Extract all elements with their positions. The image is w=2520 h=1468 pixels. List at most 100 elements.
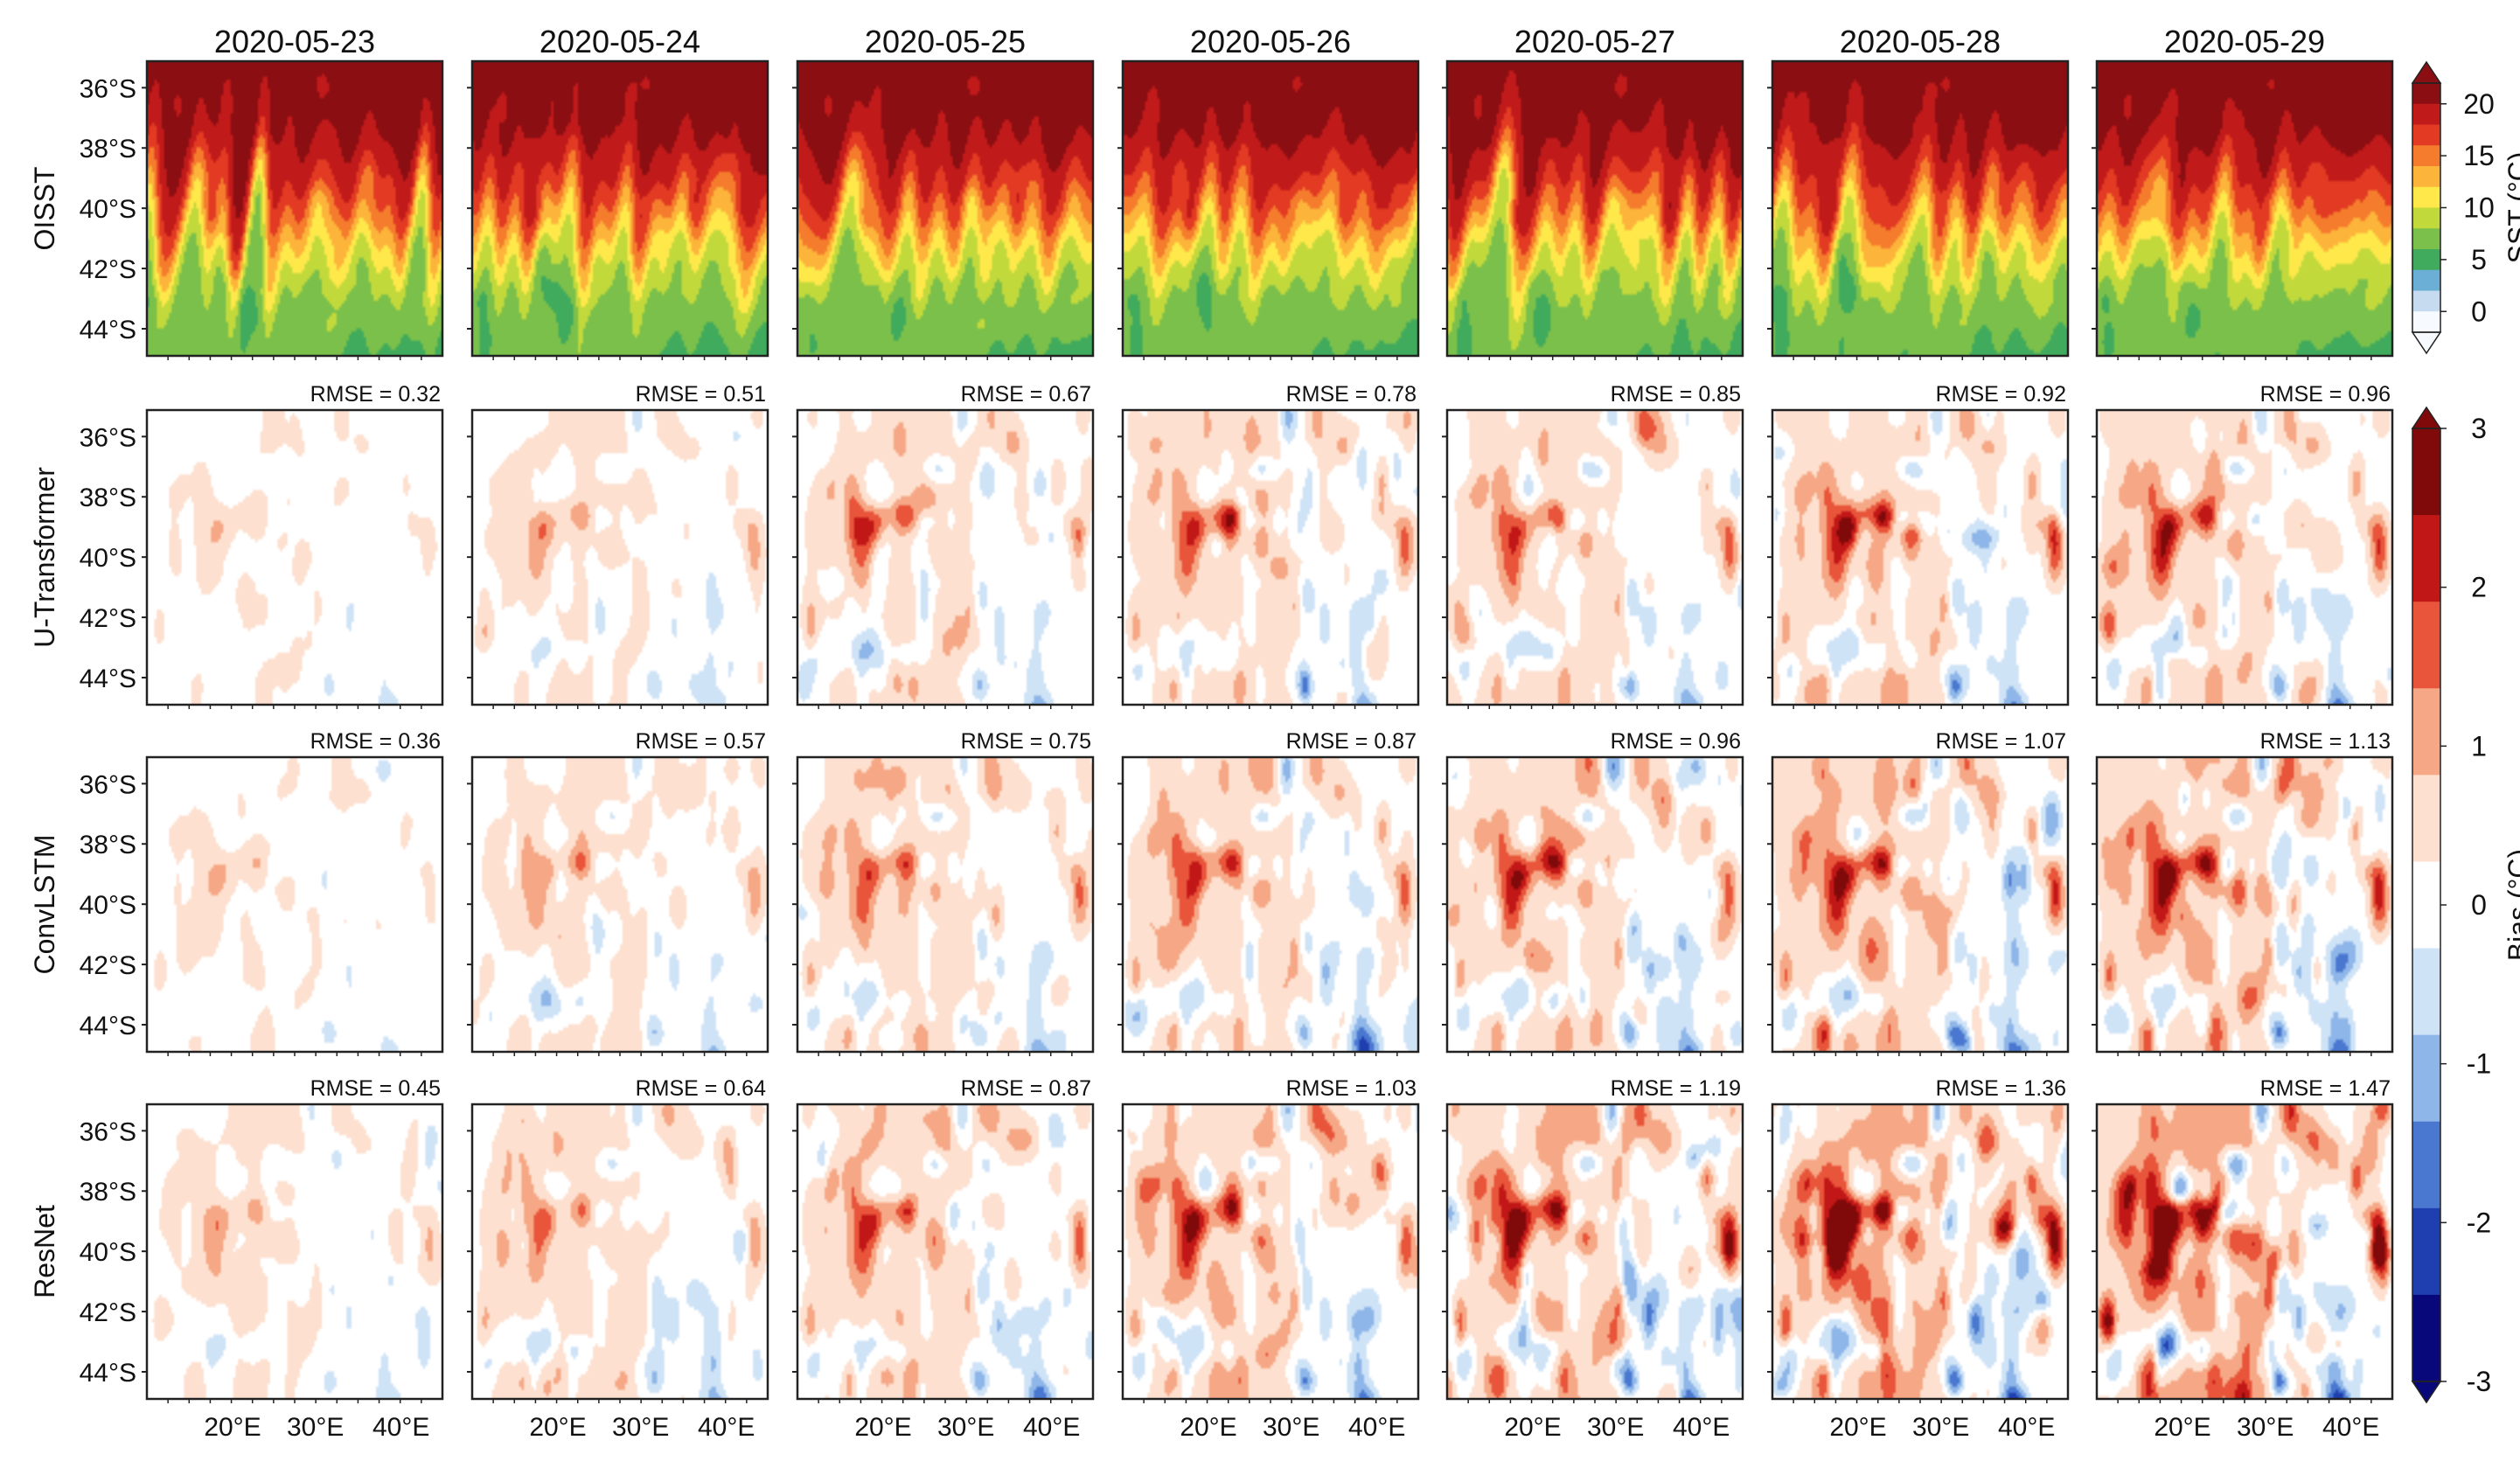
map-panel-oisst-2020-05-24 — [467, 59, 769, 360]
lon-tick-20-E-col6: 20°E — [1829, 1413, 1886, 1442]
date-title-5: 2020-05-27 — [1514, 24, 1675, 59]
date-title-2: 2020-05-24 — [540, 24, 700, 59]
map-panel-convlstm-2020-05-27: RMSE = 0.96 — [1442, 729, 1744, 1056]
lon-tick-40-E-col6: 40°E — [1998, 1413, 2055, 1442]
colorbar-segment — [2412, 228, 2440, 250]
heatmap-image — [147, 410, 442, 705]
map-panel-oisst-2020-05-27 — [1442, 59, 1744, 360]
heatmap-image — [1447, 1104, 1743, 1399]
rmse-label-u-transformer-5: RMSE = 0.85 — [1611, 382, 1741, 407]
colorbar-tick-10: 10 — [2463, 192, 2495, 224]
lon-tick-40-E-col5: 40°E — [1673, 1413, 1730, 1442]
colorbar-tick--3: -3 — [2467, 1366, 2491, 1397]
sst-colorbar-label: SST (°C) — [2503, 152, 2520, 264]
lon-tick-30-E-col2: 30°E — [612, 1413, 669, 1442]
lat-tick-38-S: 38°S — [80, 831, 136, 859]
lon-tick-20-E-col5: 20°E — [1504, 1413, 1561, 1442]
sst-colorbar: 0 5 10 15 20 SST (°C) — [2411, 60, 2520, 355]
heatmap-image — [797, 410, 1093, 705]
heatmap-image — [2097, 757, 2392, 1052]
heatmap-image — [472, 410, 768, 705]
heatmap-image — [2097, 61, 2392, 356]
heatmap-image — [1772, 1104, 2068, 1399]
colorbar-segment — [2412, 688, 2440, 776]
heatmap-image — [1123, 410, 1418, 705]
heatmap-image — [2097, 410, 2392, 705]
map-panel-u-transformer-2020-05-26: RMSE = 0.78 — [1117, 382, 1420, 709]
colorbar-tick-1: 1 — [2471, 730, 2487, 762]
rmse-label-resnet-2: RMSE = 0.64 — [636, 1076, 766, 1101]
lat-tick-38-S: 38°S — [80, 484, 136, 512]
row-label-convlstm: ConvLSTM — [29, 834, 60, 974]
heatmap-image — [147, 757, 442, 1052]
rmse-label-convlstm-2: RMSE = 0.57 — [636, 729, 766, 754]
rmse-label-resnet-3: RMSE = 0.87 — [961, 1076, 1091, 1101]
lat-tick-40-S: 40°S — [80, 195, 136, 224]
lon-tick-30-E-col4: 30°E — [1263, 1413, 1319, 1442]
row-label-oisst: OISST — [29, 166, 60, 250]
heatmap-image — [1772, 410, 2068, 705]
map-panel-u-transformer-2020-05-24: RMSE = 0.51 — [467, 382, 769, 709]
lat-tick-42-S: 42°S — [80, 1298, 136, 1327]
rmse-label-u-transformer-2: RMSE = 0.51 — [636, 382, 766, 407]
map-panel-u-transformer-2020-05-27: RMSE = 0.85 — [1442, 382, 1744, 709]
rmse-label-convlstm-7: RMSE = 1.13 — [2260, 729, 2391, 754]
colorbar-segment — [2412, 83, 2440, 105]
lat-tick-36-S: 36°S — [80, 770, 136, 799]
heatmap-image — [472, 61, 768, 356]
colorbar-segment — [2412, 515, 2440, 602]
heatmap-image — [797, 1104, 1093, 1399]
lat-tick-36-S: 36°S — [80, 1117, 136, 1146]
lon-tick-30-E-col5: 30°E — [1587, 1413, 1644, 1442]
map-panel-convlstm-2020-05-24: RMSE = 0.57 — [467, 729, 769, 1056]
rmse-label-convlstm-5: RMSE = 0.96 — [1611, 729, 1741, 754]
heatmap-image — [472, 757, 768, 1052]
map-panel-resnet-2020-05-24: RMSE = 0.64 — [467, 1076, 769, 1403]
map-panel-u-transformer-2020-05-28: RMSE = 0.92 — [1767, 382, 2070, 709]
lon-tick-20-E-col4: 20°E — [1180, 1413, 1236, 1442]
heatmap-image — [2097, 1104, 2392, 1399]
map-panel-convlstm-2020-05-23: RMSE = 0.36 — [142, 729, 444, 1056]
date-title-6: 2020-05-28 — [1840, 24, 2001, 59]
lat-tick-38-S: 38°S — [80, 1178, 136, 1207]
rmse-label-convlstm-4: RMSE = 0.87 — [1286, 729, 1417, 754]
lat-tick-44-S: 44°S — [80, 664, 136, 693]
lon-tick-30-E-col3: 30°E — [937, 1413, 994, 1442]
lat-tick-36-S: 36°S — [80, 74, 136, 103]
map-panel-resnet-2020-05-25: RMSE = 0.87 — [792, 1076, 1095, 1403]
map-panel-u-transformer-2020-05-25: RMSE = 0.67 — [792, 382, 1095, 709]
map-panel-resnet-2020-05-28: RMSE = 1.36 — [1767, 1076, 2070, 1403]
lat-tick-40-S: 40°S — [80, 1238, 136, 1267]
heatmap-image — [1123, 1104, 1418, 1399]
heatmap-image — [472, 1104, 768, 1399]
colorbar-tick-2: 2 — [2471, 572, 2487, 603]
lat-tick-36-S: 36°S — [80, 423, 136, 452]
lon-tick-20-E-col1: 20°E — [204, 1413, 261, 1442]
map-panel-u-transformer-2020-05-23: RMSE = 0.32 — [142, 382, 444, 709]
colorbar-segment — [2412, 428, 2440, 516]
colorbar-segment — [2412, 1121, 2440, 1209]
rmse-label-u-transformer-3: RMSE = 0.67 — [961, 382, 1091, 407]
colorbar-segment — [2412, 249, 2440, 271]
rmse-label-resnet-6: RMSE = 1.36 — [1936, 1076, 2066, 1101]
date-title-1: 2020-05-23 — [214, 24, 375, 59]
lat-tick-44-S: 44°S — [80, 1359, 136, 1388]
map-panel-convlstm-2020-05-26: RMSE = 0.87 — [1117, 729, 1420, 1056]
map-panel-oisst-2020-05-25 — [792, 59, 1095, 360]
colorbar-tick-0: 0 — [2471, 889, 2487, 921]
map-panel-resnet-2020-05-23: RMSE = 0.45 — [142, 1076, 444, 1403]
lon-tick-40-E-col7: 40°E — [2322, 1413, 2379, 1442]
colorbar-tick-0: 0 — [2471, 296, 2487, 327]
colorbar-segment — [2412, 948, 2440, 1036]
map-panel-oisst-2020-05-23 — [142, 59, 444, 360]
colorbar-segment — [2412, 207, 2440, 229]
date-title-3: 2020-05-25 — [865, 24, 1026, 59]
map-panel-resnet-2020-05-29: RMSE = 1.47 — [2092, 1076, 2394, 1403]
lon-tick-40-E-col3: 40°E — [1023, 1413, 1080, 1442]
colorbar-segment — [2412, 186, 2440, 209]
lon-tick-40-E-col2: 40°E — [698, 1413, 755, 1442]
rmse-label-convlstm-3: RMSE = 0.75 — [961, 729, 1091, 754]
lon-tick-20-E-col3: 20°E — [854, 1413, 911, 1442]
heatmap-image — [1447, 410, 1743, 705]
map-panel-oisst-2020-05-29 — [2092, 59, 2394, 360]
